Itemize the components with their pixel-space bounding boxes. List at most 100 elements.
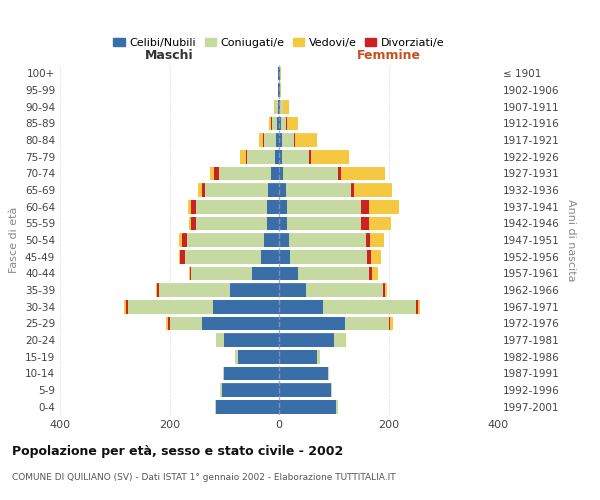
- Bar: [182, 233, 187, 247]
- Bar: [279, 183, 286, 197]
- Bar: [216, 333, 224, 347]
- Bar: [230, 283, 279, 297]
- Bar: [267, 216, 279, 230]
- Bar: [283, 100, 289, 114]
- Bar: [345, 316, 389, 330]
- Bar: [246, 150, 247, 164]
- Bar: [286, 116, 287, 130]
- Bar: [214, 300, 279, 314]
- Bar: [263, 133, 264, 147]
- Bar: [279, 283, 307, 297]
- Bar: [361, 216, 370, 230]
- Bar: [345, 333, 346, 347]
- Bar: [128, 300, 214, 314]
- Bar: [279, 383, 331, 397]
- Bar: [279, 150, 282, 164]
- Bar: [389, 316, 390, 330]
- Bar: [263, 233, 279, 247]
- Bar: [279, 300, 323, 314]
- Bar: [168, 316, 170, 330]
- Bar: [337, 400, 338, 413]
- Bar: [188, 266, 190, 280]
- Bar: [351, 183, 354, 197]
- Bar: [272, 116, 277, 130]
- Bar: [202, 183, 205, 197]
- Bar: [220, 383, 221, 397]
- Bar: [279, 266, 298, 280]
- Y-axis label: Fasce di età: Fasce di età: [10, 207, 19, 273]
- Bar: [279, 233, 289, 247]
- Bar: [196, 200, 267, 213]
- Bar: [361, 200, 370, 213]
- Bar: [295, 133, 317, 147]
- Bar: [276, 133, 279, 147]
- Bar: [235, 350, 238, 364]
- Bar: [341, 166, 385, 180]
- Bar: [370, 266, 372, 280]
- Bar: [371, 250, 381, 264]
- Bar: [259, 133, 263, 147]
- Bar: [338, 166, 341, 180]
- Bar: [214, 166, 219, 180]
- Bar: [279, 216, 287, 230]
- Bar: [158, 283, 230, 297]
- Bar: [286, 183, 351, 197]
- Bar: [239, 150, 246, 164]
- Bar: [185, 250, 262, 264]
- Bar: [269, 116, 271, 130]
- Bar: [271, 166, 279, 180]
- Bar: [247, 150, 275, 164]
- Bar: [307, 283, 383, 297]
- Text: Femmine: Femmine: [356, 48, 421, 62]
- Bar: [279, 366, 328, 380]
- Bar: [283, 166, 338, 180]
- Bar: [287, 216, 361, 230]
- Legend: Celibi/Nubili, Coniugati/e, Vedovi/e, Divorziati/e: Celibi/Nubili, Coniugati/e, Vedovi/e, Di…: [109, 34, 449, 52]
- Bar: [275, 150, 279, 164]
- Bar: [125, 300, 128, 314]
- Bar: [365, 233, 370, 247]
- Bar: [370, 233, 383, 247]
- Bar: [268, 183, 279, 197]
- Bar: [274, 100, 275, 114]
- Text: Maschi: Maschi: [145, 48, 194, 62]
- Bar: [166, 316, 168, 330]
- Text: COMUNE DI QUILIANO (SV) - Dati ISTAT 1° gennaio 2002 - Elaborazione TUTTITALIA.I: COMUNE DI QUILIANO (SV) - Dati ISTAT 1° …: [12, 472, 395, 482]
- Bar: [287, 200, 361, 213]
- Bar: [418, 300, 420, 314]
- Bar: [223, 366, 224, 380]
- Bar: [262, 250, 279, 264]
- Bar: [191, 200, 196, 213]
- Bar: [289, 233, 365, 247]
- Bar: [191, 216, 196, 230]
- Bar: [124, 300, 125, 314]
- Bar: [282, 150, 309, 164]
- Bar: [354, 183, 392, 197]
- Bar: [294, 133, 295, 147]
- Bar: [188, 200, 191, 213]
- Bar: [290, 250, 367, 264]
- Bar: [280, 100, 283, 114]
- Bar: [215, 400, 216, 413]
- Bar: [275, 100, 278, 114]
- Bar: [181, 250, 185, 264]
- Bar: [279, 133, 282, 147]
- Bar: [224, 366, 279, 380]
- Bar: [267, 200, 279, 213]
- Bar: [205, 183, 268, 197]
- Bar: [323, 300, 416, 314]
- Bar: [190, 266, 191, 280]
- Bar: [281, 116, 286, 130]
- Bar: [188, 216, 191, 230]
- Text: Popolazione per età, sesso e stato civile - 2002: Popolazione per età, sesso e stato civil…: [12, 445, 343, 458]
- Bar: [279, 333, 334, 347]
- Bar: [221, 383, 279, 397]
- Bar: [210, 166, 214, 180]
- Bar: [334, 333, 344, 347]
- Bar: [385, 283, 388, 297]
- Bar: [179, 250, 181, 264]
- Bar: [298, 266, 370, 280]
- Bar: [279, 116, 281, 130]
- Bar: [277, 116, 279, 130]
- Bar: [196, 216, 267, 230]
